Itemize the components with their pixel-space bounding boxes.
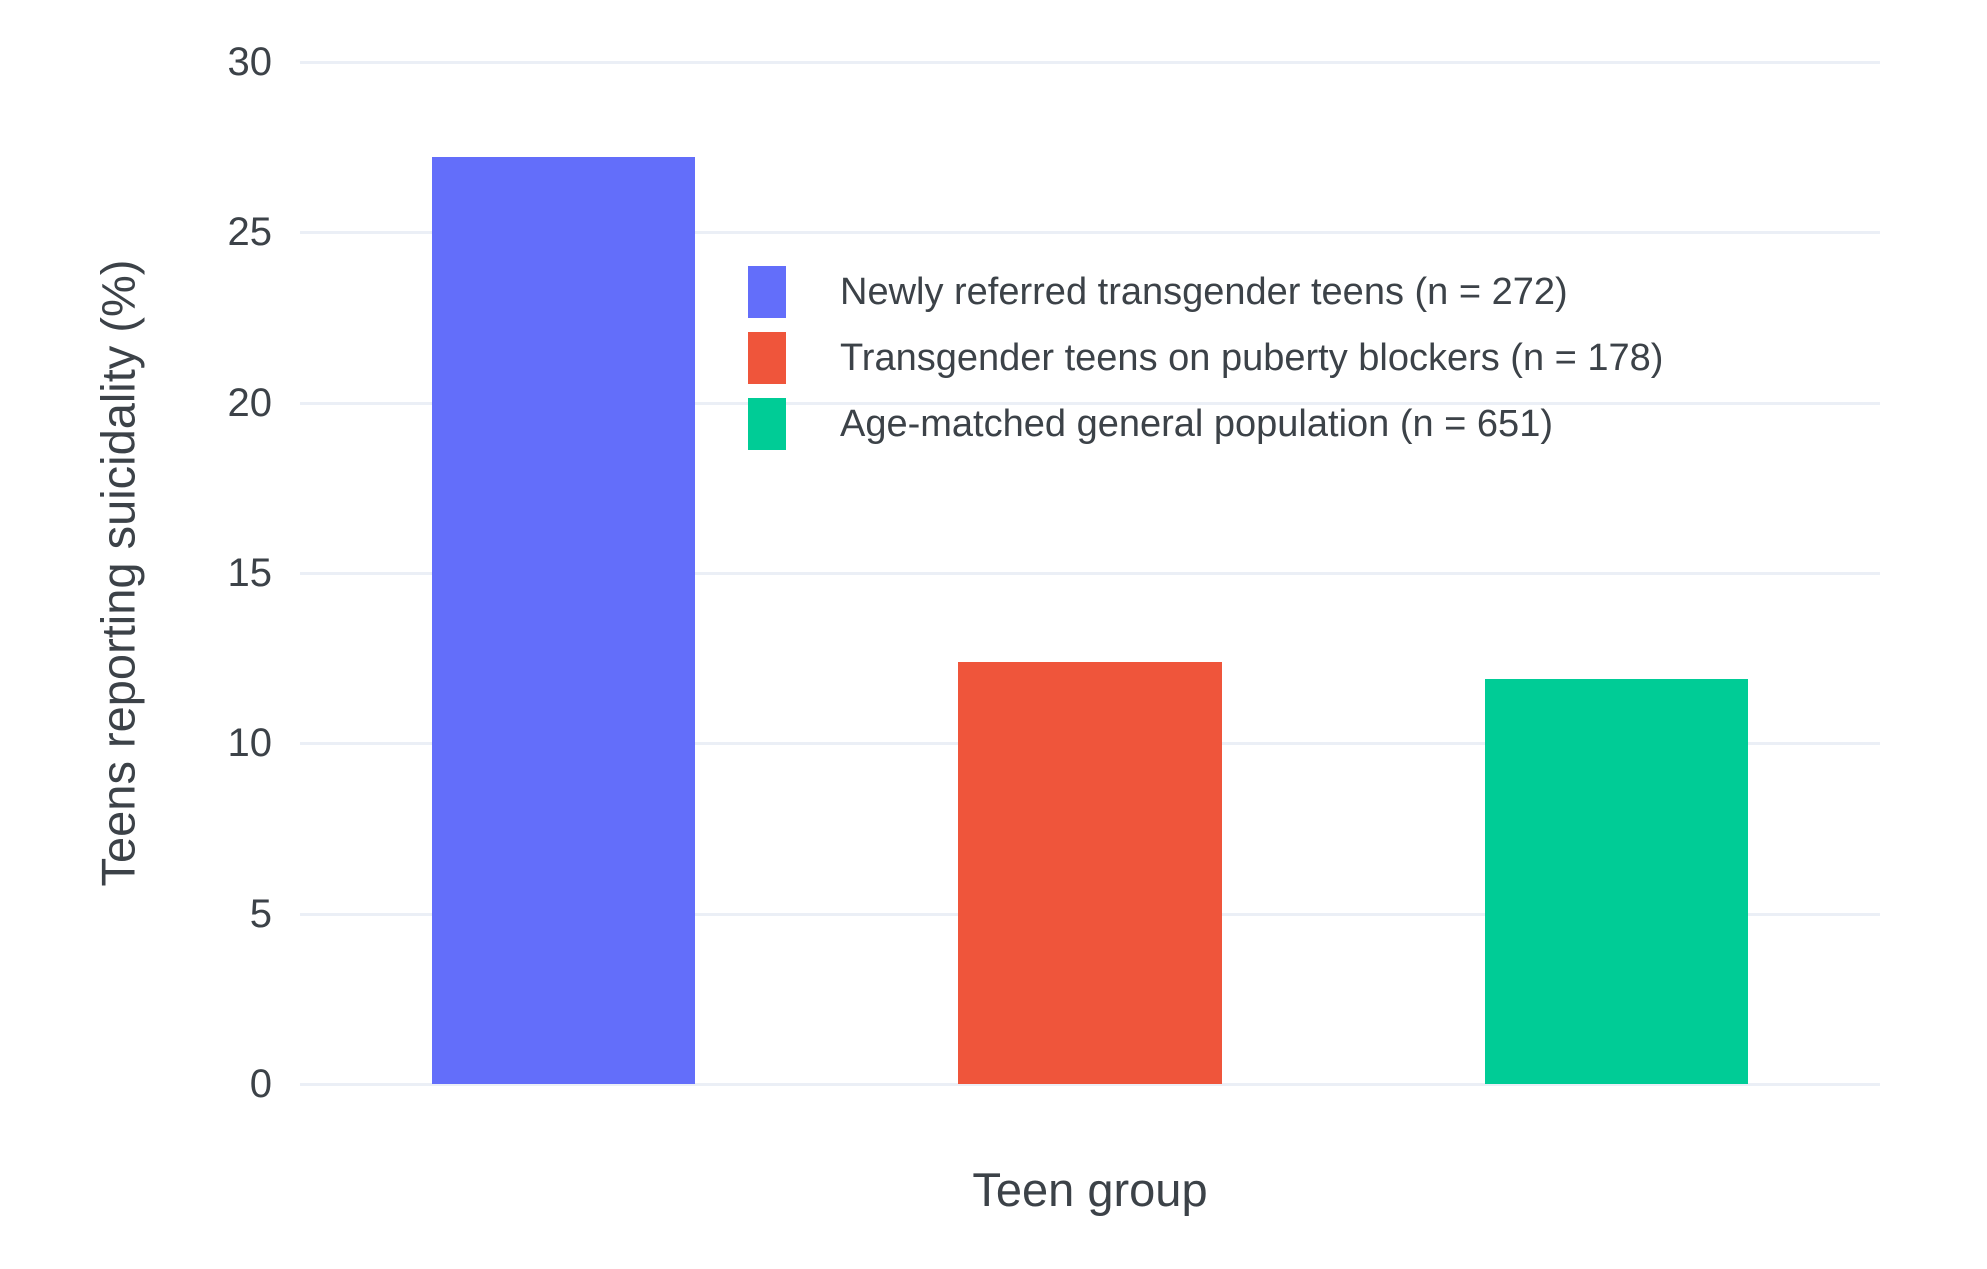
bar-slot <box>300 62 827 1084</box>
x-axis-title: Teen group <box>972 1163 1208 1216</box>
y-tick-label: 30 <box>227 40 273 84</box>
bar-1[interactable] <box>958 661 1222 1084</box>
y-tick-label: 10 <box>227 721 273 766</box>
gridline <box>300 401 1880 405</box>
legend-label: Newly referred transgender teens (n = 27… <box>840 270 1568 313</box>
gridline <box>300 231 1880 235</box>
legend-swatch-icon <box>748 398 786 450</box>
legend-label: Transgender teens on puberty blockers (n… <box>840 336 1664 379</box>
y-tick-label: 25 <box>227 210 273 255</box>
y-tick-label: 20 <box>227 380 273 425</box>
legend-swatch-icon <box>748 266 786 318</box>
bars-layer <box>300 62 1880 1084</box>
y-tick-label: 5 <box>249 891 272 936</box>
bar-slot <box>827 62 1354 1084</box>
legend-item-2[interactable]: Age-matched general population (n = 651) <box>748 398 1663 450</box>
gridline <box>300 61 1880 64</box>
y-tick-column: 30 25 20 15 10 5 0 <box>0 42 273 1104</box>
legend-swatch-icon <box>748 332 786 384</box>
legend-label: Age-matched general population (n = 651) <box>840 402 1553 445</box>
bar-2[interactable] <box>1485 678 1749 1084</box>
gridline <box>300 1083 1880 1086</box>
gridline <box>300 572 1880 575</box>
y-tick-label: 15 <box>227 551 273 595</box>
legend: Newly referred transgender teens (n = 27… <box>748 266 1663 450</box>
plot-area <box>300 61 1880 1086</box>
bar-slot <box>1353 62 1880 1084</box>
legend-item-0[interactable]: Newly referred transgender teens (n = 27… <box>748 266 1663 318</box>
bar-0[interactable] <box>431 157 695 1084</box>
legend-item-1[interactable]: Transgender teens on puberty blockers (n… <box>748 332 1663 384</box>
y-tick-label: 0 <box>249 1062 272 1106</box>
